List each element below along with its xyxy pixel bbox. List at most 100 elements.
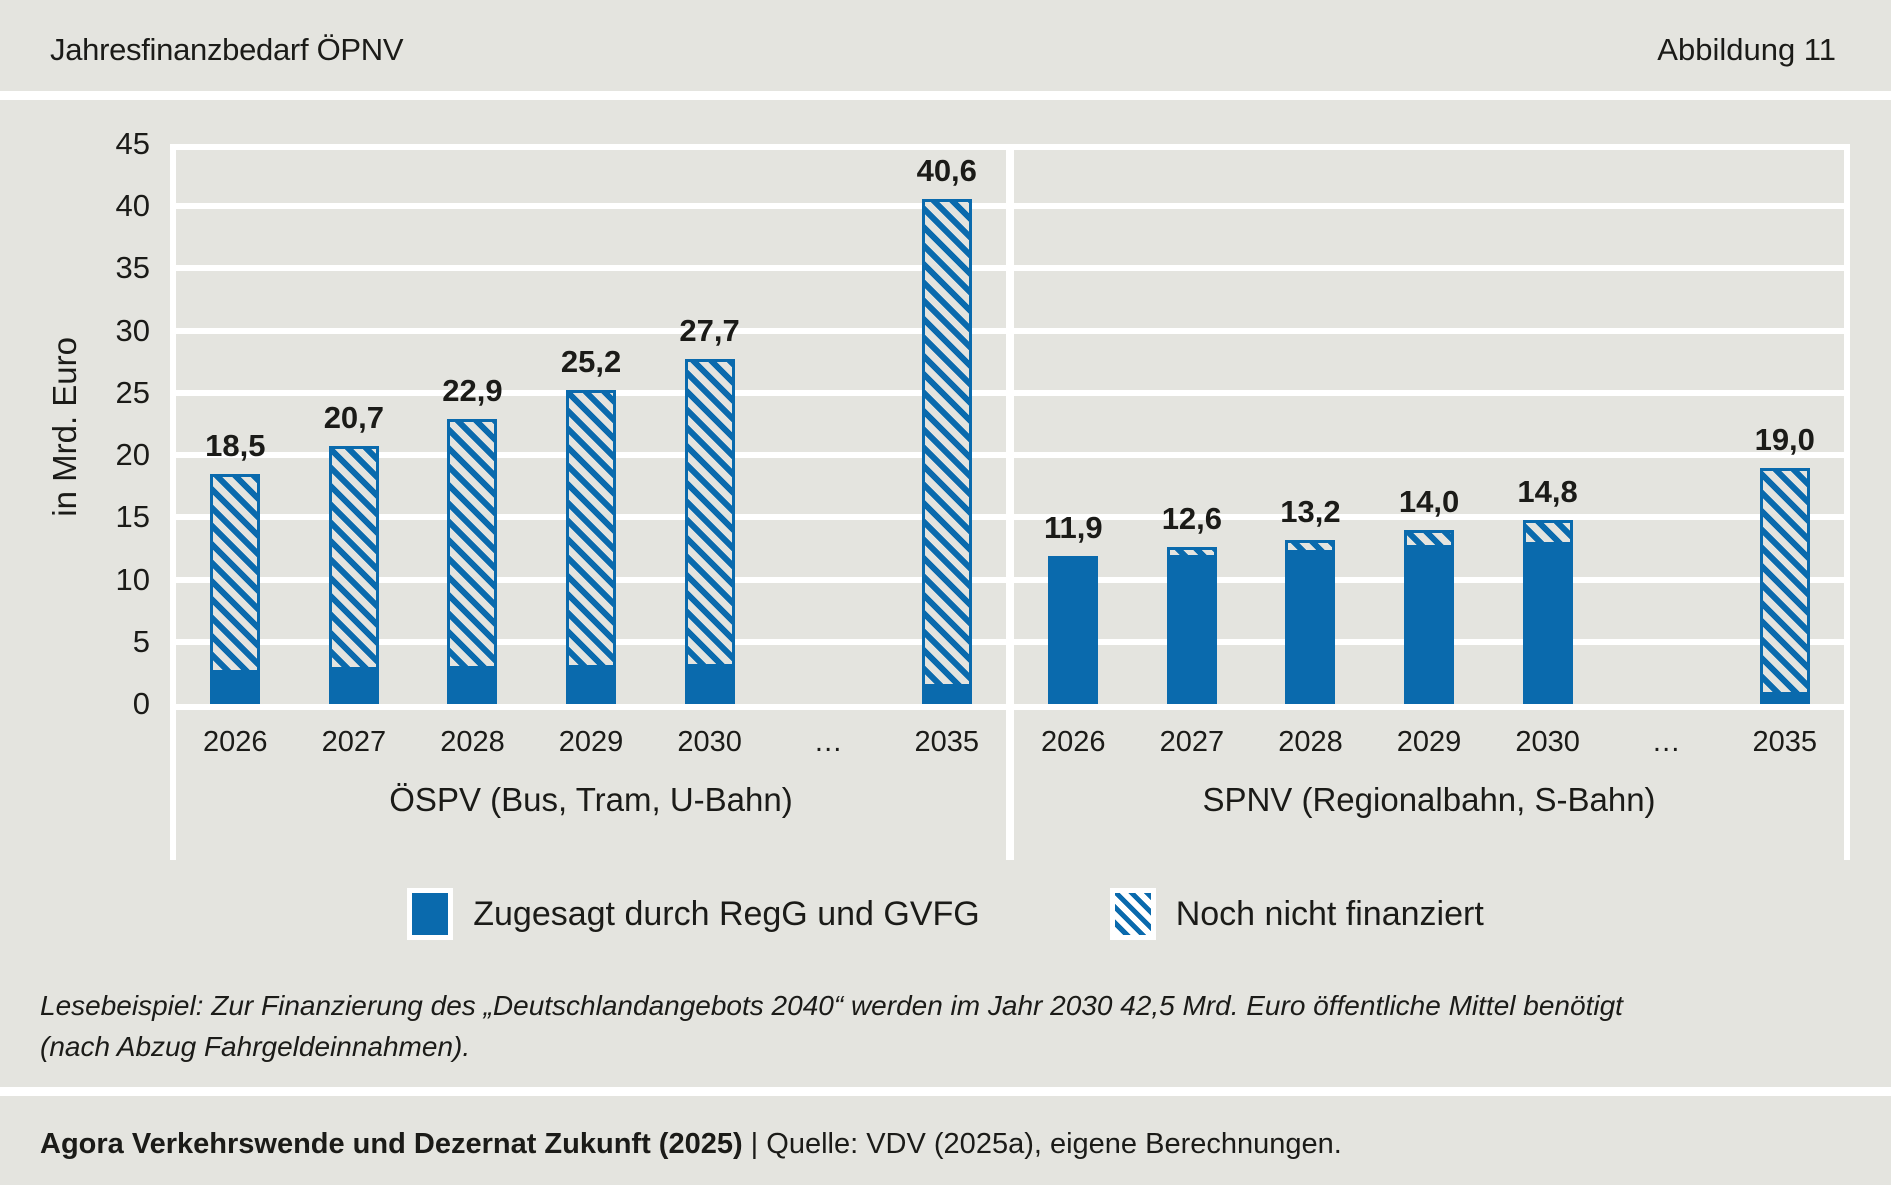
figure-header: Jahresfinanzbedarf ÖPNV Abbildung 11 [0, 0, 1891, 100]
bar-slot: 20,7 [295, 144, 414, 704]
gridline [1014, 144, 1844, 150]
legend-item-hatched: Noch nicht finanziert [1109, 888, 1484, 940]
bar-total-label: 27,7 [679, 313, 740, 349]
bar-slot: 40,6 [887, 144, 1006, 704]
legend-swatch-hatched-icon [1109, 888, 1156, 940]
segment-committed [566, 667, 617, 704]
bar-total-label: 25,2 [560, 344, 622, 380]
footnote-line: (nach Abzug Fahrgeldeinnahmen). [40, 1030, 471, 1062]
bars-area: 11,9 12,6 13,2 14,0 14,8 19,0 [1014, 144, 1844, 710]
stacked-bar-2035: 40,6 [917, 153, 977, 704]
stacked-bar-2028: 22,9 [442, 373, 503, 704]
bar-slot: 14,8 [1488, 144, 1607, 704]
bar-total-label: 18,5 [205, 427, 266, 463]
bar-total-label: 14,8 [1517, 473, 1578, 509]
stacked-bar-2030: 27,7 [679, 313, 740, 704]
y-tick-label: 0 [132, 686, 150, 721]
y-tick-label: 5 [132, 623, 150, 659]
stacked-bar-2035: 19,0 [1755, 422, 1815, 704]
stacked-bar-2026: 11,9 [1044, 510, 1103, 704]
source-reference: | Quelle: VDV (2025a), eigene Berechnung… [742, 1128, 1342, 1161]
segment-not-yet-financed [328, 446, 379, 671]
chart-group: 18,5 20,7 22,9 25,2 27,7 40,6 2026 2027 2028 2029… [176, 144, 1006, 860]
segment-committed [447, 669, 498, 704]
segment-not-yet-financed [1048, 555, 1099, 562]
bar-slot: 19,0 [1725, 144, 1844, 704]
segment-committed [1522, 544, 1573, 704]
gridline [176, 265, 1006, 272]
bar-slot: 13,2 [1251, 144, 1370, 704]
y-tick-label: 20 [115, 437, 150, 473]
chart-section: in Mrd. Euro 45 40 35 30 25 20 15 10 5 0 18,5 20,7… [0, 100, 1891, 1067]
x-tick-label: 2027 [321, 726, 387, 758]
x-axis-labels: 2026 2027 2028 2029 2030 … 2035 [1014, 710, 1844, 759]
bar-slot [1607, 144, 1726, 704]
source-publisher: Agora Verkehrswende und Dezernat Zukunft… [40, 1128, 743, 1161]
figure-number-label: Abbildung 11 [1657, 31, 1836, 67]
x-tick-label: 2028 [1278, 726, 1343, 758]
stacked-bar-2029: 14,0 [1399, 484, 1459, 704]
segment-not-yet-financed [1285, 539, 1336, 554]
bar-total-label: 11,9 [1043, 509, 1103, 545]
bar-slot: 18,5 [176, 144, 295, 704]
source-bar: Agora Verkehrswende und Dezernat Zukunft… [0, 1087, 1891, 1161]
bar-total-label: 14,0 [1398, 483, 1460, 519]
segment-committed [328, 670, 379, 704]
y-tick-label: 25 [115, 374, 150, 410]
bar-total-label: 12,6 [1161, 501, 1223, 537]
x-tick-label: 2035 [914, 726, 980, 758]
bar-total-label: 40,6 [916, 152, 977, 188]
bar-slot: 27,7 [650, 144, 769, 704]
chart-canvas: in Mrd. Euro 45 40 35 30 25 20 15 10 5 0 18,5 20,7… [0, 126, 1891, 860]
gridline [1014, 514, 1844, 521]
segment-committed [1404, 548, 1455, 704]
bar-total-label: 13,2 [1280, 493, 1341, 529]
stacked-bar-2027: 12,6 [1162, 501, 1222, 704]
segment-committed [921, 686, 972, 704]
x-tick-label: 2029 [558, 726, 624, 758]
segment-committed [1166, 558, 1217, 704]
x-axis-labels: 2026 2027 2028 2029 2030 … 2035 [176, 710, 1006, 759]
x-tick-label: … [1651, 726, 1681, 758]
x-tick-label: 2027 [1159, 726, 1225, 758]
x-tick-label: 2029 [1396, 726, 1462, 758]
y-tick-label: 45 [115, 126, 150, 161]
group-label: ÖSPV (Bus, Tram, U-Bahn) [389, 781, 793, 818]
x-tick-label: … [813, 726, 843, 758]
gridline [1014, 452, 1844, 459]
gridline [176, 144, 1006, 150]
y-tick-label: 15 [115, 499, 150, 535]
group-separator-line [1006, 144, 1014, 860]
stacked-bar-2026: 18,5 [205, 428, 265, 704]
segment-not-yet-financed [1404, 529, 1455, 549]
stacked-bar-2030: 14,8 [1517, 474, 1578, 704]
segment-not-yet-financed [1522, 519, 1573, 545]
footnote: Lesebeispiel: Zur Finanzierung des „Deut… [40, 986, 1836, 1067]
legend-label: Noch nicht finanziert [1175, 894, 1484, 933]
segment-not-yet-financed [921, 198, 972, 687]
segment-committed [1759, 695, 1810, 704]
bar-slot [769, 144, 888, 704]
x-tick-label: 2026 [203, 726, 268, 758]
page-title: Jahresfinanzbedarf ÖPNV [50, 31, 404, 67]
bar-total-label: 20,7 [323, 400, 385, 436]
footnote-line: Lesebeispiel: Zur Finanzierung des „Deut… [40, 990, 1623, 1021]
segment-not-yet-financed [1759, 467, 1810, 696]
gridline [1014, 389, 1844, 396]
bar-slot: 25,2 [532, 144, 651, 704]
gridline [1014, 203, 1844, 210]
y-tick-label: 35 [115, 250, 150, 286]
gridline [1014, 327, 1844, 334]
segment-not-yet-financed [566, 390, 617, 668]
bar-total-label: 19,0 [1754, 421, 1815, 457]
y-axis-ticks: 45 40 35 30 25 20 15 10 5 0 [0, 126, 150, 721]
legend-item-solid: Zugesagt durch RegG und GVFG [407, 888, 980, 940]
segment-not-yet-financed [684, 359, 735, 667]
segment-committed [684, 666, 735, 704]
legend-label: Zugesagt durch RegG und GVFG [473, 894, 980, 933]
segment-not-yet-financed [1166, 547, 1217, 559]
y-tick-label: 30 [115, 312, 150, 348]
segment-committed [210, 672, 261, 704]
y-tick-label: 10 [115, 561, 150, 597]
